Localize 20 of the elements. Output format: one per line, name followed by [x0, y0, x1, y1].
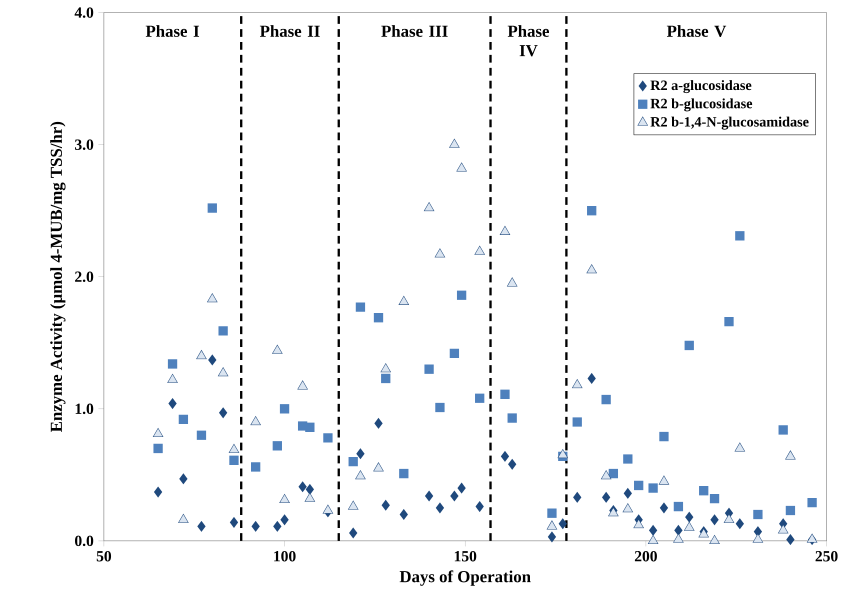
x-tick-label: 150 [454, 550, 476, 562]
y-tick-label: 3.0 [75, 139, 94, 150]
legend-label: R2 a-glucosidase [650, 80, 752, 94]
x-tick-label: 50 [96, 550, 112, 562]
x-axis-title: Days of Operation [400, 570, 531, 586]
y-axis-title: Enzyme Activity (µmol 4-MUB/mg TSS/hr) [50, 122, 66, 432]
annotation: Phase V [666, 25, 726, 38]
annotation: Phase I [146, 25, 200, 37]
y-tick-label: 2.0 [75, 271, 94, 282]
y-tick-label: 4.0 [74, 7, 94, 18]
annotation: Phase III [381, 25, 448, 37]
legend-label: R2 b-glucosidase [650, 98, 752, 112]
y-tick-label: 1.0 [76, 404, 94, 414]
y-tick-label: 0.0 [75, 536, 94, 546]
x-tick-label: 100 [274, 550, 296, 562]
x-tick-label: 250 [816, 550, 838, 562]
x-tick-label: 200 [634, 550, 657, 562]
annotation: Phase II [260, 25, 320, 37]
annotation: Phase IV [508, 25, 550, 56]
legend-label: R2 b-1,4-N-glucosamidase [650, 116, 809, 130]
